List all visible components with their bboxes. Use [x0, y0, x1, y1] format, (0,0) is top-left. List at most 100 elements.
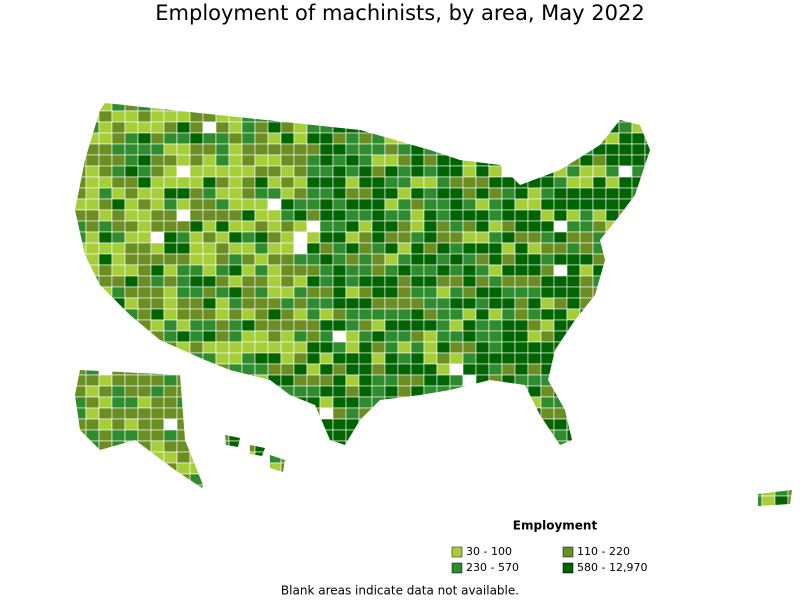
- map-area: [514, 396, 529, 409]
- map-area: [202, 462, 217, 475]
- map-area: [267, 385, 282, 398]
- map-area: [267, 253, 282, 266]
- map-area: [124, 132, 139, 145]
- map-area: [709, 264, 724, 277]
- map-area: [384, 220, 399, 233]
- map-area: [267, 462, 282, 475]
- map-area: [449, 330, 464, 343]
- map-area: [423, 429, 438, 442]
- map-area: [748, 341, 763, 354]
- map-area: [683, 473, 698, 486]
- map-area: [553, 231, 568, 244]
- map-area: [176, 495, 191, 506]
- map-area: [293, 275, 308, 288]
- map-area: [241, 176, 256, 189]
- map-area: [488, 132, 503, 145]
- map-area: [306, 341, 321, 354]
- map-area: [657, 231, 672, 244]
- map-area: [761, 286, 776, 299]
- map-area: [228, 231, 243, 244]
- map-area: [475, 121, 490, 134]
- map-area: [98, 165, 113, 178]
- map-area: [644, 231, 659, 244]
- map-area: [748, 440, 763, 453]
- map-area: [397, 385, 412, 398]
- map-area: [163, 198, 178, 211]
- map-area: [228, 242, 243, 255]
- map-area: [176, 396, 191, 409]
- map-area: [449, 121, 464, 134]
- map-area: [683, 308, 698, 321]
- map-area: [709, 352, 724, 365]
- map-area: [384, 242, 399, 255]
- map-area: [514, 154, 529, 167]
- map-area: [267, 429, 282, 442]
- map-area: [358, 209, 373, 222]
- map-area: [657, 451, 672, 464]
- map-area: [124, 473, 139, 486]
- map-area: [618, 103, 633, 112]
- map-area: [592, 451, 607, 464]
- legend-title: Employment: [513, 519, 598, 533]
- map-area: [774, 264, 789, 277]
- map-area: [358, 396, 373, 409]
- map-area: [163, 341, 178, 354]
- map-title: Employment of machinists, by area, May 2…: [155, 1, 644, 25]
- map-area: [345, 341, 360, 354]
- map-area: [709, 187, 724, 200]
- map-area: [761, 341, 776, 354]
- map-area: [254, 187, 269, 200]
- map-area: [319, 242, 334, 255]
- map-area: [137, 110, 152, 123]
- map-area: [280, 143, 295, 156]
- map-area: [60, 485, 73, 496]
- map-area: [280, 495, 295, 506]
- map-area: [85, 165, 100, 178]
- map-area: [319, 319, 334, 332]
- map-area: [410, 440, 425, 453]
- map-area: [644, 121, 659, 134]
- map-area: [163, 418, 178, 431]
- map-area: [488, 363, 503, 376]
- map-area: [163, 231, 178, 244]
- map-area: [371, 484, 386, 497]
- map-area: [540, 103, 555, 112]
- map-area: [631, 275, 646, 288]
- map-area: [423, 220, 438, 233]
- map-area: [137, 253, 152, 266]
- map-area: [475, 330, 490, 343]
- map-area: [267, 110, 282, 123]
- map-area: [228, 363, 243, 376]
- map-area: [215, 275, 230, 288]
- map-area: [605, 440, 620, 453]
- map-area: [527, 242, 542, 255]
- map-area: [436, 165, 451, 178]
- map-area: [709, 176, 724, 189]
- map-area: [60, 452, 73, 463]
- map-area: [137, 154, 152, 167]
- map-area: [384, 451, 399, 464]
- map-area: [657, 429, 672, 442]
- map-area: [241, 110, 256, 123]
- map-area: [683, 110, 698, 123]
- map-area: [254, 103, 269, 112]
- map-area: [657, 264, 672, 277]
- map-area: [268, 507, 281, 518]
- map-area: [163, 176, 178, 189]
- map-area: [137, 396, 152, 409]
- map-area: [75, 121, 87, 134]
- map-area: [748, 396, 763, 409]
- map-area: [410, 165, 425, 178]
- map-area: [332, 319, 347, 332]
- map-area: [137, 495, 152, 506]
- map-area: [592, 132, 607, 145]
- map-area: [241, 473, 256, 486]
- map-area: [332, 440, 347, 453]
- map-area: [541, 507, 554, 518]
- map-area: [657, 187, 672, 200]
- map-area: [215, 319, 230, 332]
- map-area: [553, 319, 568, 332]
- map-area: [358, 330, 373, 343]
- map-area: [696, 341, 711, 354]
- map-area: [202, 484, 217, 497]
